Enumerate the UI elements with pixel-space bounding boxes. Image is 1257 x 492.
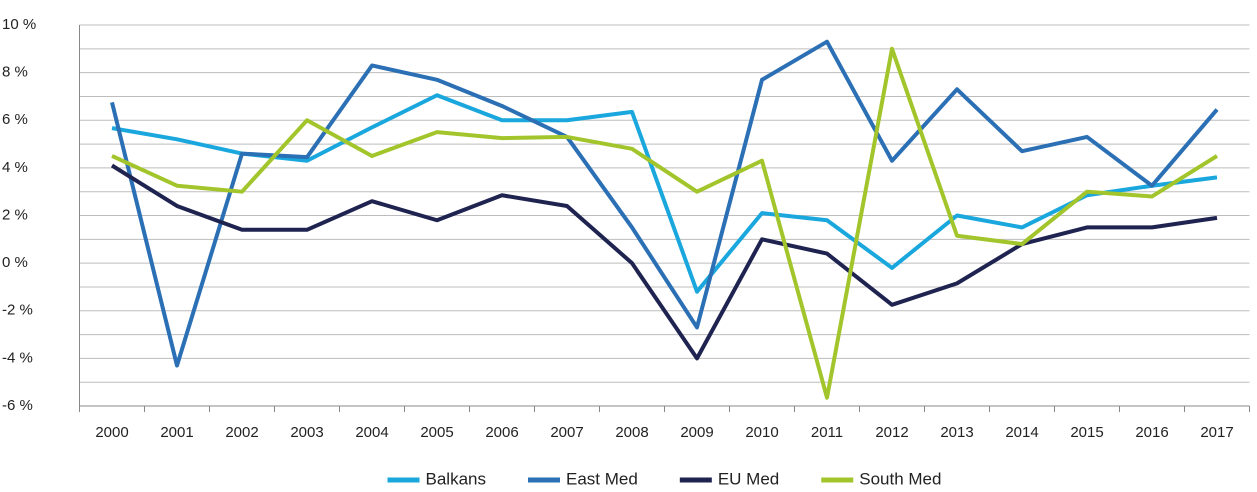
series-line xyxy=(110,39,1219,368)
y-tick-label: -2 % xyxy=(2,302,33,319)
x-tick-label: 2002 xyxy=(225,424,258,441)
x-tick-label: 2004 xyxy=(355,424,388,441)
x-tick-label: 2017 xyxy=(1200,424,1233,441)
y-tick-label: -6 % xyxy=(2,397,33,414)
y-tick-label: 6 % xyxy=(2,111,28,128)
x-tick-label: 2014 xyxy=(1005,424,1038,441)
legend-label: East Med xyxy=(566,469,638,488)
y-tick-label: 10 % xyxy=(2,16,36,33)
series-line xyxy=(111,46,1219,400)
x-tick-label: 2012 xyxy=(875,424,908,441)
x-tick-label: 2001 xyxy=(160,424,193,441)
x-tick-label: 2013 xyxy=(940,424,973,441)
x-tick-label: 2015 xyxy=(1070,424,1103,441)
series-line xyxy=(111,93,1218,294)
x-tick-label: 2007 xyxy=(550,424,583,441)
y-tick-label: 4 % xyxy=(2,159,28,176)
legend-label: South Med xyxy=(859,469,941,488)
series-line xyxy=(110,163,1218,361)
x-tick-label: 2003 xyxy=(290,424,323,441)
legend-label: Balkans xyxy=(426,469,486,488)
y-tick-label: -4 % xyxy=(2,349,33,366)
x-tick-label: 2010 xyxy=(745,424,778,441)
y-tick-label: 8 % xyxy=(2,64,28,81)
legend-label: EU Med xyxy=(718,469,779,488)
x-tick-label: 2009 xyxy=(680,424,713,441)
x-tick-label: 2016 xyxy=(1135,424,1168,441)
y-tick-label: 0 % xyxy=(2,254,28,271)
x-tick-label: 2008 xyxy=(615,424,648,441)
x-tick-label: 2005 xyxy=(420,424,453,441)
y-tick-label: 2 % xyxy=(2,206,28,223)
x-tick-label: 2006 xyxy=(485,424,518,441)
x-tick-label: 2011 xyxy=(811,424,843,441)
x-tick-label: 2000 xyxy=(95,424,128,441)
